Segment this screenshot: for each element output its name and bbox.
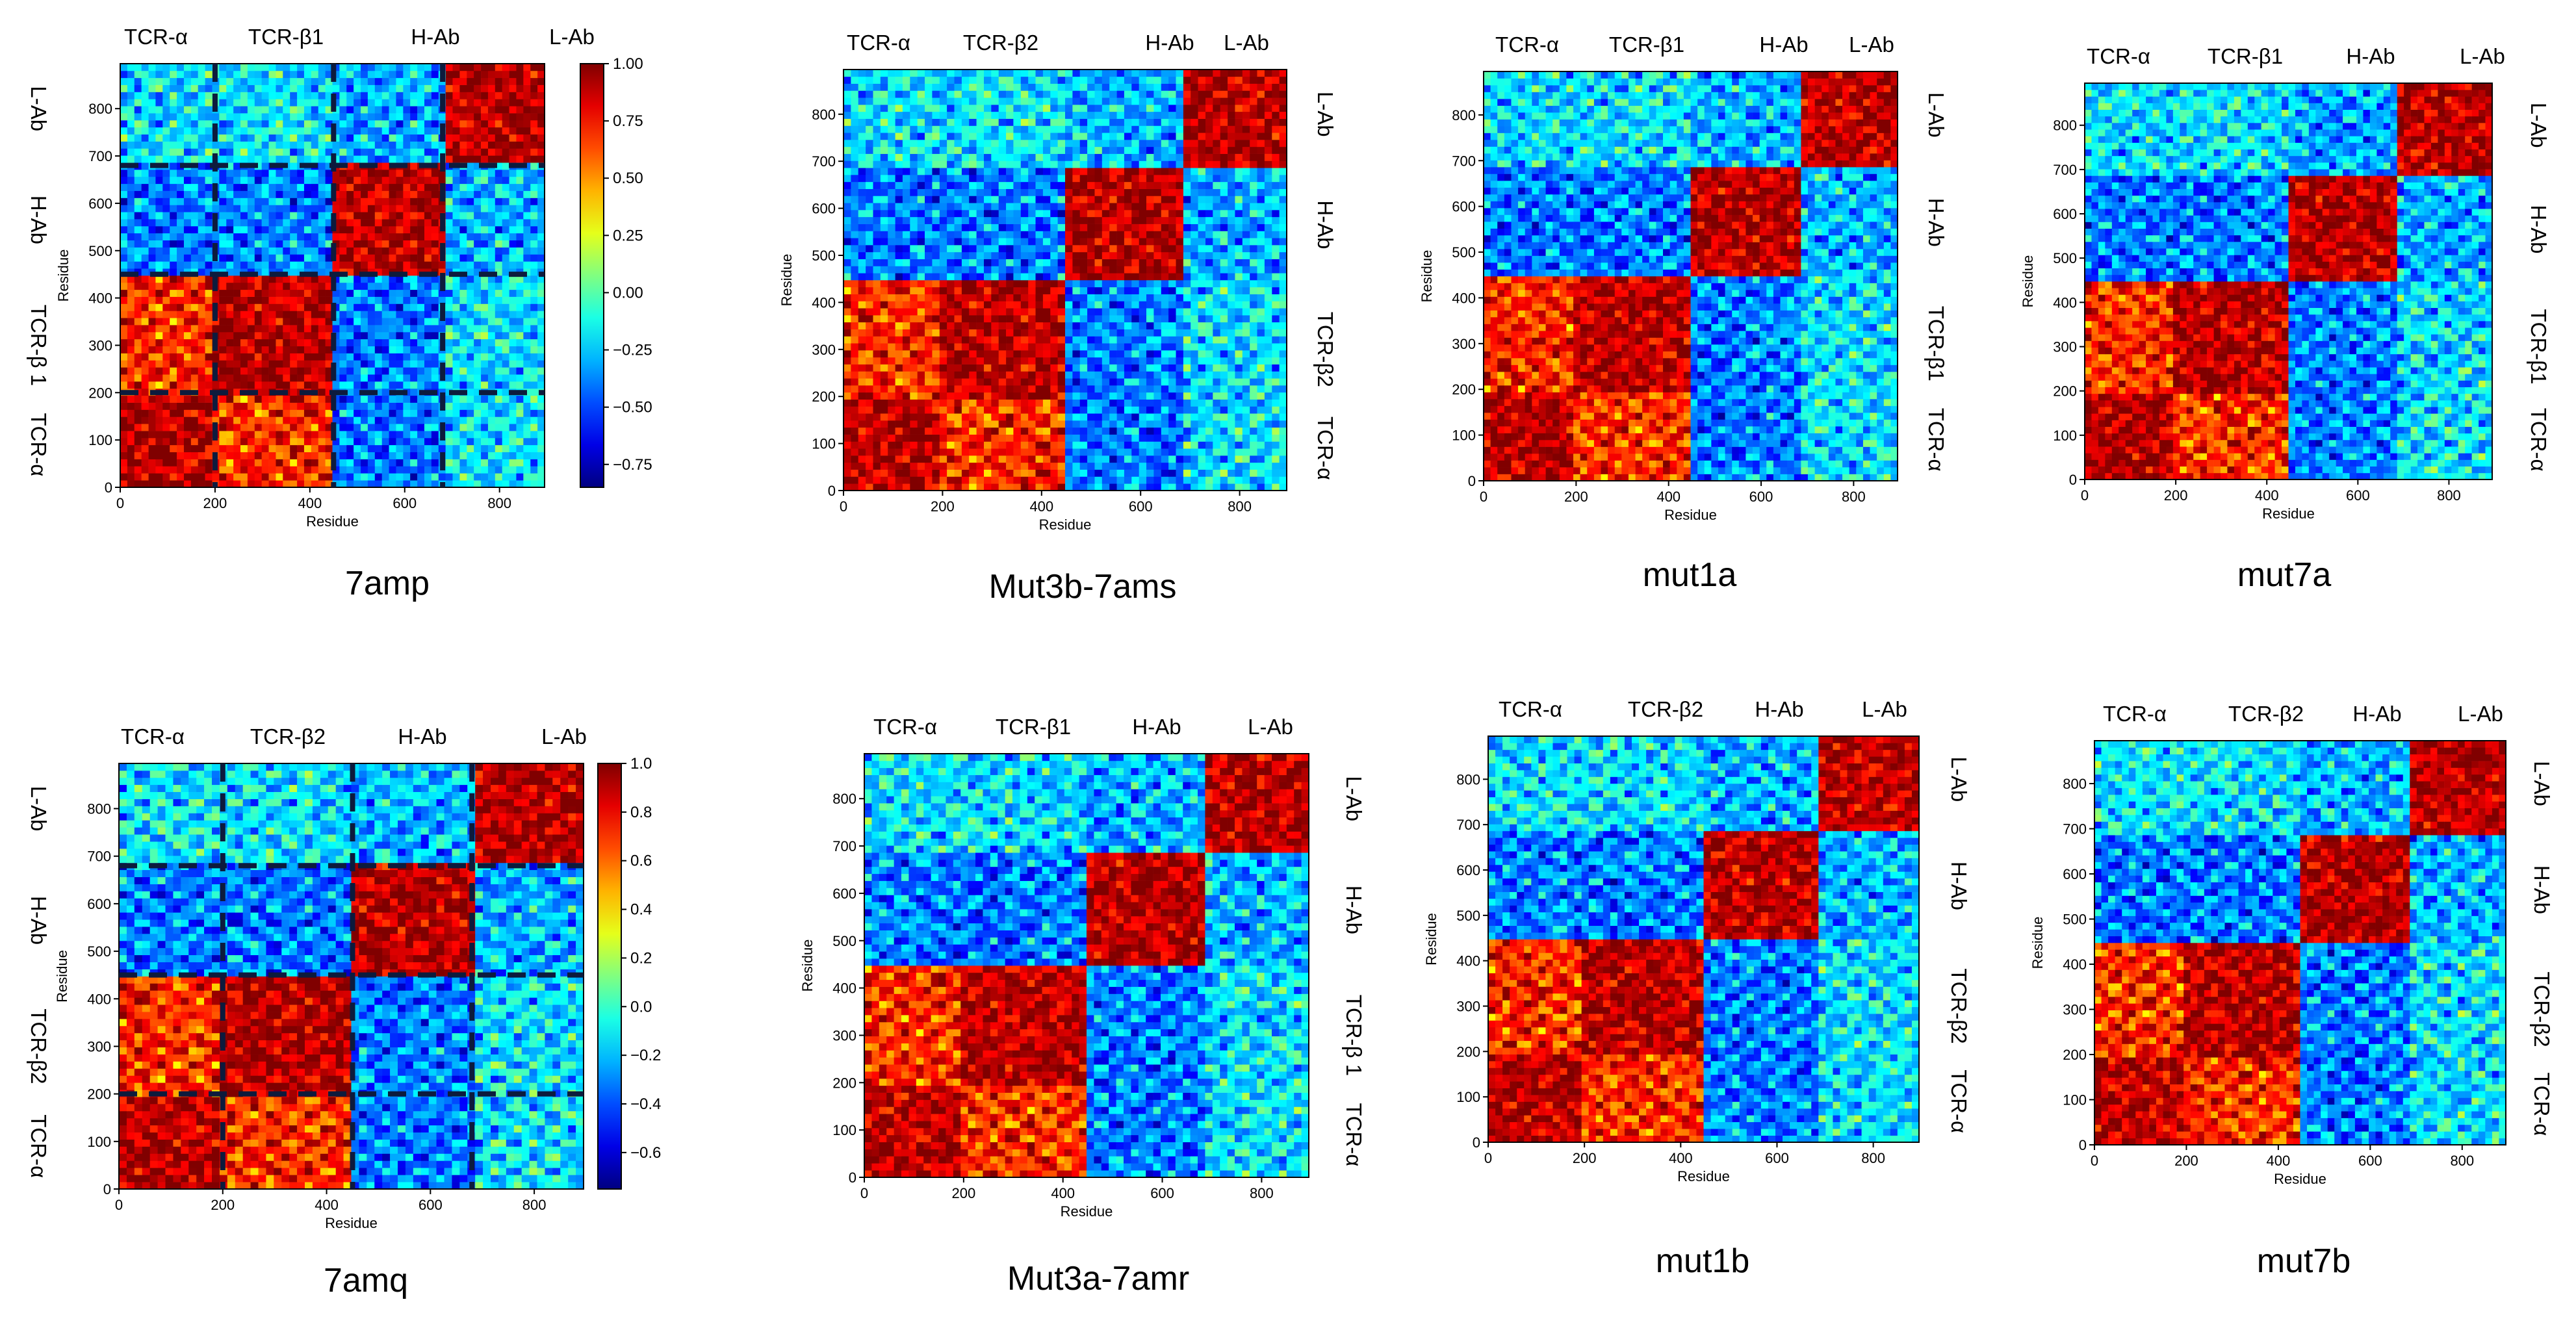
figure: 01002003004005006007008000 200 400 600 800Re… xyxy=(27,25,2554,1299)
